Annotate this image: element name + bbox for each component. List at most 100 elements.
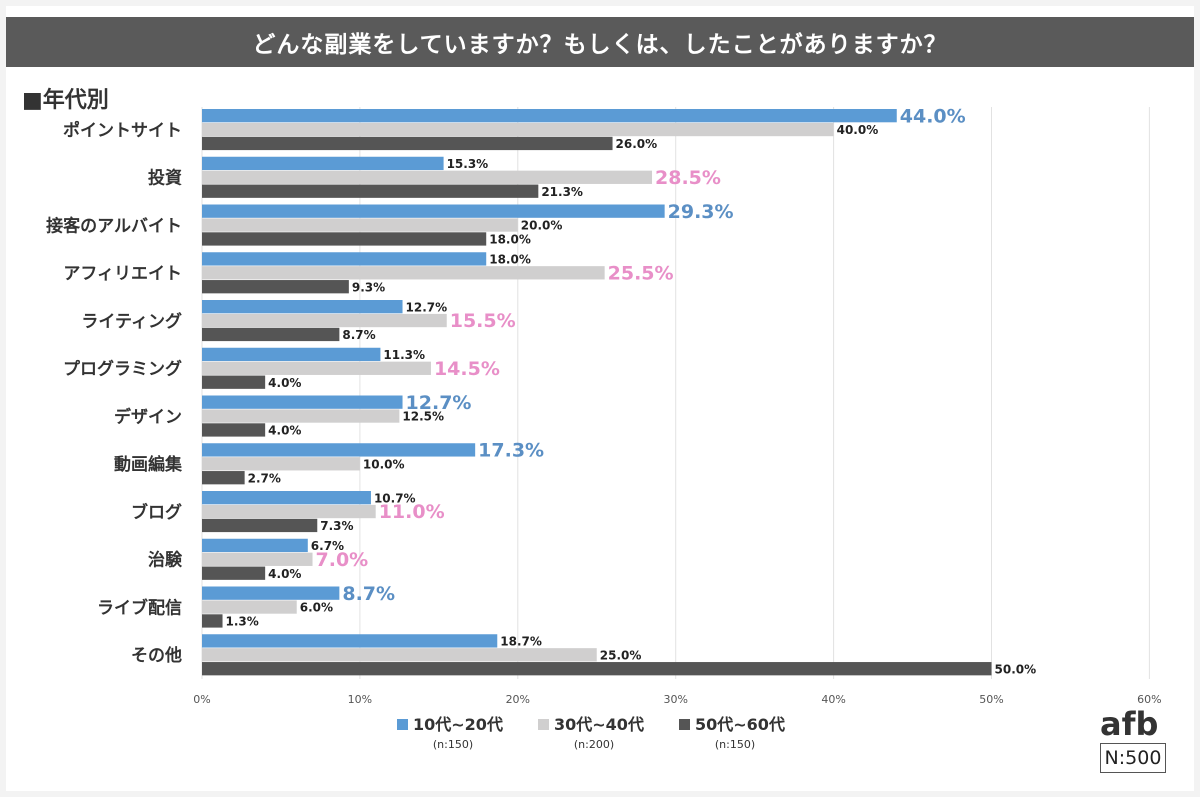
data-label: 10.7% (374, 491, 416, 505)
data-label: 20.0% (521, 219, 563, 233)
bar (202, 136, 613, 151)
data-label: 18.7% (500, 635, 542, 649)
category-label: その他 (131, 645, 182, 666)
category-label: 動画編集 (114, 454, 183, 475)
data-label: 17.3% (478, 440, 544, 462)
legend-swatch (679, 719, 690, 730)
data-label: 2.7% (248, 471, 281, 485)
legend-label: 10代~20代 (413, 715, 503, 734)
bar (202, 361, 431, 375)
bar (202, 409, 400, 423)
x-tick-label: 10% (348, 693, 372, 706)
data-label: 44.0% (900, 105, 966, 127)
data-label: 8.7% (342, 583, 395, 605)
bar (202, 280, 349, 294)
bar (202, 313, 447, 328)
x-tick-label: 0% (193, 693, 210, 706)
bar (202, 347, 381, 362)
bar (202, 471, 245, 485)
bar (202, 109, 897, 123)
bar (202, 266, 605, 280)
data-label: 6.7% (311, 539, 344, 553)
section-label: ■年代別 (22, 88, 109, 113)
bar (202, 204, 665, 218)
bar (202, 443, 476, 457)
data-label: 25.0% (600, 648, 642, 662)
bar (202, 600, 297, 614)
data-label: 26.0% (616, 137, 658, 151)
category-label: プログラミング (63, 359, 182, 380)
bar (202, 395, 403, 409)
bar (202, 170, 653, 184)
bar (202, 504, 376, 519)
data-label: 9.3% (352, 280, 385, 294)
category-label: ライティング (81, 311, 182, 332)
bar (202, 491, 371, 505)
bar (202, 566, 266, 580)
bar (202, 586, 340, 600)
bar (202, 457, 360, 471)
legend-label: 50代~60代 (695, 715, 785, 734)
x-tick-label: 50% (979, 693, 1003, 706)
logo-text: afb (1100, 705, 1159, 743)
legend-swatch (397, 719, 408, 730)
chart-title: どんな副業をしていますか？もしくは、したことがありますか？ (6, 17, 1194, 67)
data-label: 21.3% (541, 185, 583, 199)
data-label: 4.0% (268, 424, 301, 438)
bar (202, 252, 487, 266)
legend-label: 30代~40代 (554, 715, 644, 734)
legend-sublabel: (n:150) (433, 738, 473, 751)
category-label: ブログ (131, 502, 182, 523)
x-tick-label: 30% (663, 693, 687, 706)
afb-logo: afb (1100, 705, 1158, 743)
sample-size-badge: N:500 (1100, 743, 1166, 773)
data-label: 8.7% (342, 328, 375, 342)
data-label: 4.0% (268, 567, 301, 581)
bar (202, 375, 266, 389)
bar (202, 232, 487, 246)
x-tick-label: 60% (1137, 693, 1161, 706)
data-label: 4.0% (268, 376, 301, 390)
bar (202, 614, 223, 628)
data-label: 29.3% (668, 201, 734, 223)
data-label: 25.5% (608, 262, 674, 284)
data-label: 28.5% (655, 167, 721, 189)
category-label: ライブ配信 (97, 597, 182, 618)
bar (202, 327, 340, 342)
category-label: 接客のアルバイト (46, 215, 182, 236)
bar (202, 518, 318, 533)
category-label: デザイン (114, 406, 182, 427)
bar (202, 122, 834, 137)
category-label: 投資 (148, 168, 182, 189)
bar (202, 300, 403, 314)
bar (202, 662, 992, 676)
bar (202, 538, 308, 553)
data-label: 12.7% (406, 300, 448, 314)
data-label: 40.0% (837, 123, 879, 137)
legend-sublabel: (n:150) (715, 738, 755, 751)
data-label: 7.0% (316, 549, 369, 571)
legend-swatch (538, 719, 549, 730)
x-tick-label: 20% (506, 693, 530, 706)
data-label: 10.0% (363, 457, 405, 471)
data-label: 15.5% (450, 310, 516, 332)
x-tick-label: 40% (821, 693, 845, 706)
bar (202, 184, 539, 198)
data-label: 14.5% (434, 358, 500, 380)
data-label: 15.3% (447, 157, 489, 171)
bar (202, 423, 266, 437)
data-label: 50.0% (995, 662, 1037, 676)
data-label: 18.0% (489, 253, 531, 267)
data-label: 6.0% (300, 601, 333, 615)
data-label: 11.3% (383, 348, 425, 362)
legend-sublabel: (n:200) (574, 738, 614, 751)
data-label: 11.0% (379, 501, 445, 523)
bar (202, 218, 518, 232)
bar (202, 156, 444, 171)
data-label: 18.0% (489, 233, 531, 247)
category-label: 治験 (148, 550, 183, 571)
category-label: ポイントサイト (63, 120, 182, 141)
bar (202, 634, 498, 648)
bar (202, 648, 597, 662)
